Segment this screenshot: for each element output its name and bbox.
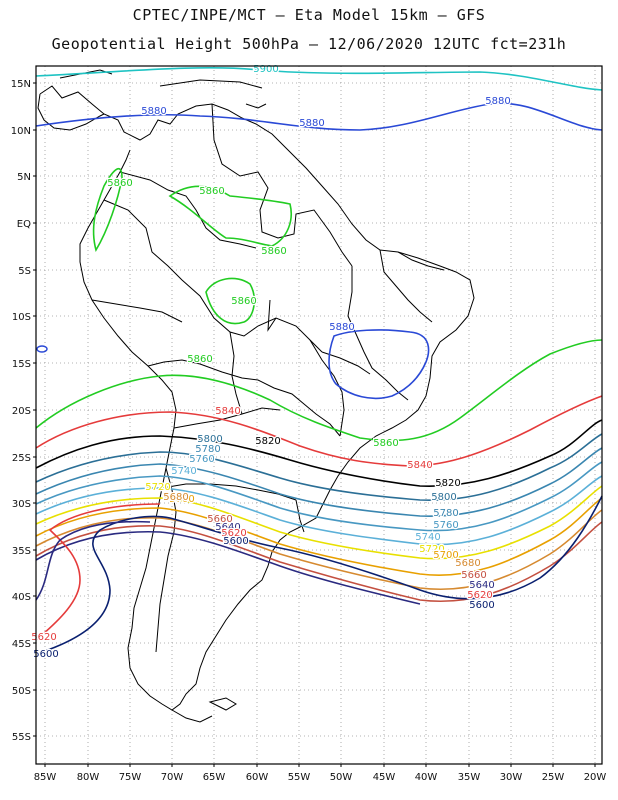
contour-line xyxy=(35,497,603,576)
contour-label: 5680 xyxy=(455,558,480,569)
contour-line xyxy=(35,102,603,131)
lat-label: 20S xyxy=(12,406,31,417)
contour-label: 5740 xyxy=(171,466,196,477)
lat-label: 40S xyxy=(12,592,31,603)
lon-label: 60W xyxy=(246,772,269,783)
lon-label: 25W xyxy=(542,772,565,783)
map-title-line1: CPTEC/INPE/MCT – Eta Model 15km – GFS xyxy=(132,6,486,24)
lat-label: 55S xyxy=(12,732,31,743)
contour-line xyxy=(328,329,430,400)
contour-line xyxy=(35,495,603,655)
contour-label: 5700 xyxy=(169,494,194,505)
lon-label: 65W xyxy=(203,772,226,783)
contour-line xyxy=(35,433,603,501)
coastlines-and-borders xyxy=(36,69,475,723)
contour-label: 5660 xyxy=(207,514,232,525)
contour-label: 5720 xyxy=(419,544,444,555)
contour-label: 5700 xyxy=(433,550,458,561)
contour-label: 5600 xyxy=(223,536,248,547)
contour-label: 5880 xyxy=(141,106,166,117)
contour-line xyxy=(35,520,151,601)
contour-label: 5720 xyxy=(145,482,170,493)
map-title-line2: Geopotential Height 500hPa – 12/06/2020 … xyxy=(51,35,567,53)
contour-label: 5780 xyxy=(433,508,458,519)
lon-label: 80W xyxy=(77,772,100,783)
contour-line xyxy=(35,485,603,560)
contour-label: 5760 xyxy=(189,454,214,465)
lat-label: 45S xyxy=(12,639,31,650)
contour-label: 5600 xyxy=(33,649,58,660)
contour-label: 5600 xyxy=(469,600,494,611)
contour-label: 5820 xyxy=(435,478,460,489)
longitude-labels: 85W 80W 75W 70W 65W 60W 55W 50W 45W 40W 35W 30W 25W 2… xyxy=(34,764,607,783)
lon-label: 55W xyxy=(288,772,311,783)
contour-label: 5760 xyxy=(433,520,458,531)
latitude-labels: 15N 10N 5N EQ 5S 10S 15S 20S 25S 30S 35S 40S 45S 50S 5… xyxy=(11,79,36,743)
lon-label: 30W xyxy=(500,772,523,783)
lon-label: 70W xyxy=(161,772,184,783)
contour-label: 5860 xyxy=(199,186,224,197)
contour-label: 5880 xyxy=(299,118,324,129)
lat-label: EQ xyxy=(17,219,31,230)
lat-label: 5N xyxy=(17,172,31,183)
contour-label: 5680 xyxy=(163,492,188,503)
contour-label: 5840 xyxy=(407,460,432,471)
lon-label: 35W xyxy=(458,772,481,783)
lat-label: 35S xyxy=(12,546,31,557)
contour-label: 5840 xyxy=(215,406,240,417)
lon-label: 85W xyxy=(34,772,57,783)
lat-label: 5S xyxy=(18,266,31,277)
lat-label: 25S xyxy=(12,453,31,464)
lon-label: 75W xyxy=(119,772,142,783)
contour-label: 5880 xyxy=(485,96,510,107)
contour-label: 5860 xyxy=(107,178,132,189)
contour-label: 5820 xyxy=(255,436,280,447)
contour-line xyxy=(35,419,603,487)
contour-label: 5860 xyxy=(261,246,286,257)
contour-line xyxy=(35,521,603,603)
closed-contour-5880 xyxy=(36,345,48,353)
contour-label: 5860 xyxy=(231,296,256,307)
contour-line xyxy=(35,475,603,546)
contour-label: 5640 xyxy=(469,580,494,591)
contour-label: 5640 xyxy=(215,522,240,533)
contour-line xyxy=(205,277,256,325)
map-frame xyxy=(35,65,603,765)
contour-label: 5860 xyxy=(373,438,398,449)
contour-line xyxy=(35,447,603,517)
contour-line xyxy=(35,339,603,442)
contour-label: 5800 xyxy=(431,492,456,503)
contour-line xyxy=(35,503,161,641)
lat-label: 10N xyxy=(11,126,31,137)
contour-labels: 5900588058805880588058605860586058605860… xyxy=(30,63,512,662)
lat-label: 30S xyxy=(12,499,31,510)
contour-line xyxy=(35,461,603,532)
lon-label: 20W xyxy=(584,772,607,783)
lat-label: 50S xyxy=(12,686,31,697)
contour-label: 5800 xyxy=(197,434,222,445)
contour-line xyxy=(92,167,123,253)
lon-label: 45W xyxy=(373,772,396,783)
contour-label: 5620 xyxy=(467,590,492,601)
contour-line xyxy=(168,185,292,247)
contour-label: 5860 xyxy=(187,354,212,365)
contour-label: 5620 xyxy=(221,528,246,539)
contour-label: 5620 xyxy=(31,632,56,643)
contour-label: 5780 xyxy=(195,444,220,455)
lat-label: 10S xyxy=(12,312,31,323)
lon-label: 50W xyxy=(330,772,353,783)
height-contours xyxy=(35,67,603,655)
contour-label: 5660 xyxy=(461,570,486,581)
contour-line xyxy=(35,67,603,91)
lon-label: 40W xyxy=(415,772,438,783)
contour-label: 5740 xyxy=(415,532,440,543)
contour-line xyxy=(35,395,603,467)
lat-label: 15N xyxy=(11,79,31,90)
contour-label: 5880 xyxy=(329,322,354,333)
lat-label: 15S xyxy=(12,359,31,370)
